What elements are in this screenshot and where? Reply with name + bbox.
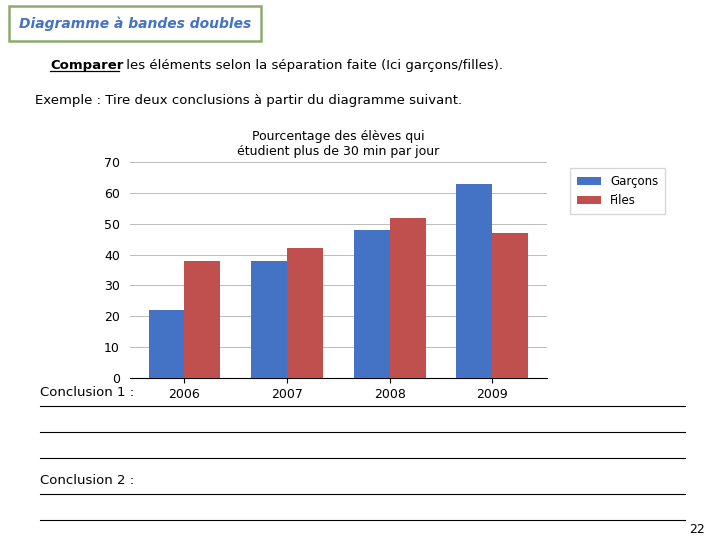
Bar	[492, 233, 528, 378]
Text: Exemple : Tire deux conclusions à partir du diagramme suivant.: Exemple : Tire deux conclusions à partir…	[35, 94, 462, 107]
Text: Conclusion 2 :: Conclusion 2 :	[40, 474, 138, 487]
Bar	[148, 310, 184, 378]
Text: les éléments selon la séparation faite (Ici garçons/filles).: les éléments selon la séparation faite (…	[122, 59, 503, 72]
Bar	[251, 261, 287, 378]
Bar	[390, 218, 426, 378]
FancyBboxPatch shape	[9, 6, 261, 41]
Text: 22: 22	[689, 523, 705, 536]
Bar	[354, 230, 390, 378]
Title: Pourcentage des élèves qui
étudient plus de 30 min par jour: Pourcentage des élèves qui étudient plus…	[238, 130, 439, 158]
Text: Conclusion 1 :: Conclusion 1 :	[40, 386, 138, 399]
Bar	[184, 261, 220, 378]
Bar	[456, 184, 492, 378]
Bar	[287, 248, 323, 378]
Text: Comparer: Comparer	[50, 59, 123, 72]
Legend: Garçons, Files: Garçons, Files	[570, 168, 665, 214]
Text: Diagramme à bandes doubles: Diagramme à bandes doubles	[19, 17, 251, 31]
